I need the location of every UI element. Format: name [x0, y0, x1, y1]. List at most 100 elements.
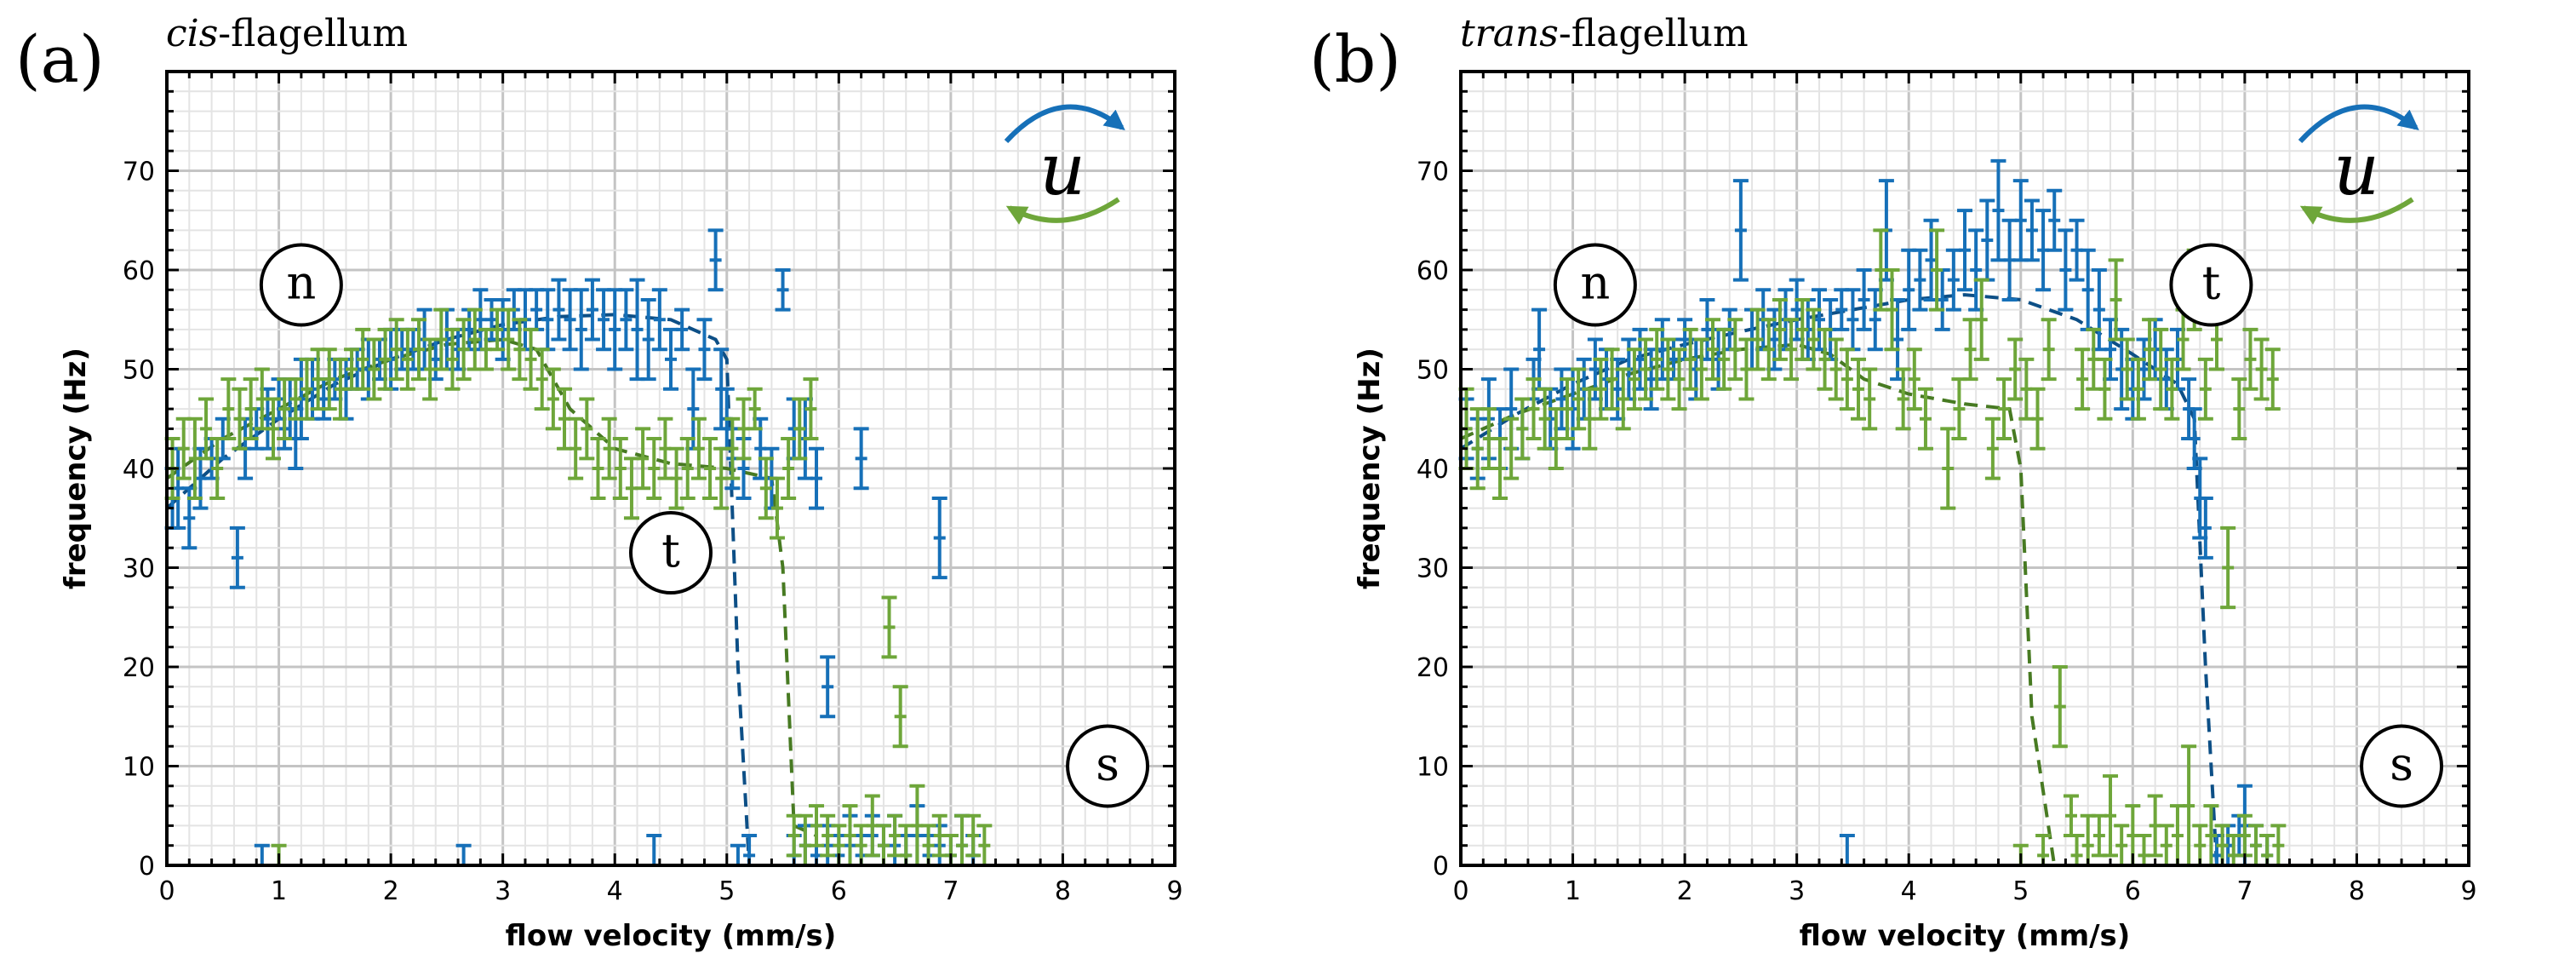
data-point	[1705, 318, 1720, 382]
data-point	[769, 476, 785, 540]
data-point	[1593, 357, 1609, 421]
axis-ticks	[1459, 70, 2470, 867]
data-point	[1856, 268, 1872, 331]
rotation-symbol: u	[1004, 104, 1125, 225]
data-point	[355, 327, 371, 391]
y-tick-label: 10	[123, 753, 155, 783]
data-point	[2270, 824, 2287, 867]
rotation-symbol-label: u	[1039, 128, 1085, 211]
x-tick-label: 4	[1901, 876, 1917, 906]
data-point	[545, 367, 561, 431]
y-tick-label: 20	[123, 653, 155, 683]
data-point	[775, 268, 791, 312]
data-point	[663, 327, 678, 391]
region-letter: s	[1096, 738, 1119, 791]
rotation-arrow-top	[2298, 104, 2419, 144]
data-point	[2029, 387, 2046, 451]
region-circle	[259, 243, 343, 327]
data-point	[1660, 337, 1676, 401]
x-tick-label: 6	[831, 876, 847, 906]
y-tick-label: 40	[1417, 455, 1449, 485]
x-tick-label: 3	[495, 876, 511, 906]
data-point	[2091, 813, 2107, 858]
data-point	[444, 327, 461, 391]
y-tick-label: 30	[1417, 554, 1449, 584]
region-letter: t	[2202, 256, 2221, 309]
data-point	[1492, 437, 1508, 500]
x-tick-label: 1	[1565, 876, 1581, 906]
data-point	[2169, 804, 2185, 867]
rotation-arrow-top	[1004, 104, 1125, 144]
data-point	[433, 307, 449, 371]
data-point	[1839, 348, 1855, 411]
y-tick-label: 60	[123, 256, 155, 286]
data-point	[1984, 416, 2001, 480]
data-point	[366, 337, 382, 401]
data-point	[640, 297, 656, 382]
data-point	[1638, 337, 1654, 401]
data-point	[2153, 327, 2169, 411]
data-point	[512, 318, 528, 382]
data-point	[220, 377, 237, 441]
y-tick-label: 30	[123, 554, 155, 584]
panel-title: trans-flagellum	[1460, 12, 1749, 55]
y-tick-label: 0	[1433, 852, 1449, 882]
region-circle	[2360, 724, 2444, 808]
data-point	[2041, 318, 2057, 382]
data-point	[809, 446, 825, 510]
data-point	[601, 416, 617, 480]
data-point	[1559, 377, 1575, 441]
region-circle	[1066, 724, 1150, 808]
data-point	[2080, 813, 2096, 867]
y-tick-label: 70	[123, 158, 155, 187]
panel-b: (b) trans-flagellum 0 1 2 3 4 5 6 7 8 9 0 10 20 30 40 5…	[1309, 12, 2477, 953]
axis-ticks	[165, 70, 1176, 867]
data-point	[786, 813, 802, 858]
data-point	[2253, 337, 2270, 401]
region-letter: s	[2390, 738, 2413, 791]
data-point	[2242, 327, 2258, 391]
data-point	[1571, 367, 1587, 431]
rotation-arrow-bottom	[2299, 197, 2414, 225]
data-point	[232, 387, 248, 451]
data-point	[1828, 337, 1844, 401]
data-point	[2231, 377, 2247, 441]
data-point	[523, 327, 539, 391]
data-point	[1526, 377, 1542, 441]
data-point	[2147, 794, 2163, 858]
data-point	[1649, 327, 1665, 391]
y-tick-label: 20	[1417, 653, 1449, 683]
data-point	[707, 228, 724, 292]
data-point	[2024, 198, 2040, 262]
data-points	[1458, 158, 2287, 867]
rotation-symbol-label: u	[2333, 128, 2379, 211]
rotation-symbol: u	[2298, 104, 2419, 225]
data-point	[2075, 348, 2091, 411]
data-point	[265, 397, 281, 461]
region-label-s: s	[1066, 724, 1150, 808]
data-point	[1503, 416, 1520, 480]
x-tick-label: 0	[1452, 876, 1468, 906]
data-point	[1537, 387, 1553, 451]
data-point	[1945, 248, 1961, 312]
region-letter: t	[661, 524, 680, 577]
data-point	[612, 437, 628, 500]
data-point	[2052, 665, 2068, 749]
x-tick-label: 1	[271, 876, 287, 906]
data-point	[2119, 337, 2135, 401]
data-point	[1962, 318, 1978, 382]
data-point	[175, 416, 192, 480]
data-point	[1906, 348, 1922, 411]
region-letter: n	[1580, 256, 1610, 309]
data-point	[2114, 824, 2130, 867]
data-point	[551, 278, 567, 342]
data-point	[618, 288, 634, 352]
data-point	[1957, 209, 1972, 292]
data-point	[651, 288, 667, 352]
tick-labels: 0 1 2 3 4 5 6 7 8 9 0 10 20 30 40 50 60 70	[123, 158, 1183, 907]
data-point	[198, 397, 215, 461]
data-point	[1996, 377, 2012, 441]
data-point	[2086, 327, 2102, 391]
data-point	[1951, 377, 1967, 441]
